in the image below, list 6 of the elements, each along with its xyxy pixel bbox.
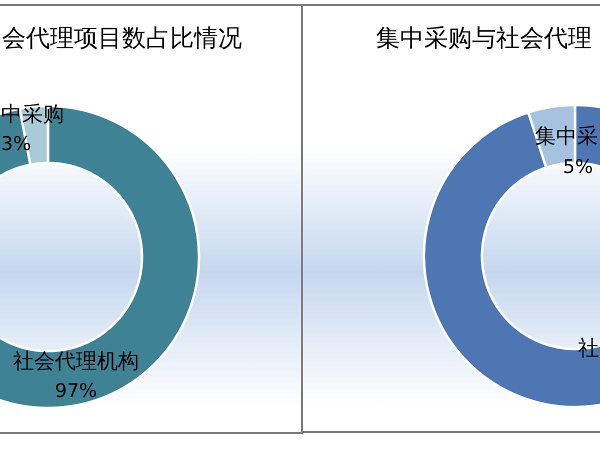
slice-label: 集中采 [535, 124, 598, 148]
chart-title: 集中采购与社会代理 [376, 24, 592, 52]
slice-label: 社会代理机构 [13, 349, 139, 373]
data-label: 97% [54, 380, 98, 402]
chart-title: 会代理项目数占比情况 [2, 24, 242, 52]
data-label: 5% [562, 156, 594, 178]
